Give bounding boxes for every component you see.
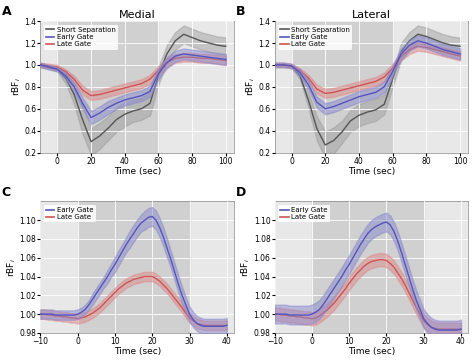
X-axis label: Time (sec): Time (sec) <box>114 348 161 357</box>
Legend: Early Gate, Late Gate: Early Gate, Late Gate <box>44 205 96 222</box>
Legend: Early Gate, Late Gate: Early Gate, Late Gate <box>278 205 330 222</box>
X-axis label: Time (sec): Time (sec) <box>114 167 161 176</box>
Bar <box>292 21 392 153</box>
Title: Lateral: Lateral <box>352 10 391 20</box>
Bar <box>312 201 424 333</box>
Y-axis label: rBF$_i$: rBF$_i$ <box>240 258 252 277</box>
Text: B: B <box>236 5 246 18</box>
Bar <box>78 201 190 333</box>
Text: D: D <box>236 186 246 199</box>
Legend: Short Separation, Early Gate, Late Gate: Short Separation, Early Gate, Late Gate <box>44 25 118 50</box>
Y-axis label: rBF$_i$: rBF$_i$ <box>6 258 18 277</box>
Text: C: C <box>2 186 11 199</box>
Title: Medial: Medial <box>119 10 156 20</box>
Bar <box>57 21 158 153</box>
X-axis label: Time (sec): Time (sec) <box>348 167 395 176</box>
X-axis label: Time (sec): Time (sec) <box>348 348 395 357</box>
Text: A: A <box>2 5 11 18</box>
Y-axis label: rBF$_i$: rBF$_i$ <box>245 77 257 96</box>
Legend: Short Separation, Early Gate, Late Gate: Short Separation, Early Gate, Late Gate <box>278 25 352 50</box>
Y-axis label: rBF$_i$: rBF$_i$ <box>10 77 23 96</box>
